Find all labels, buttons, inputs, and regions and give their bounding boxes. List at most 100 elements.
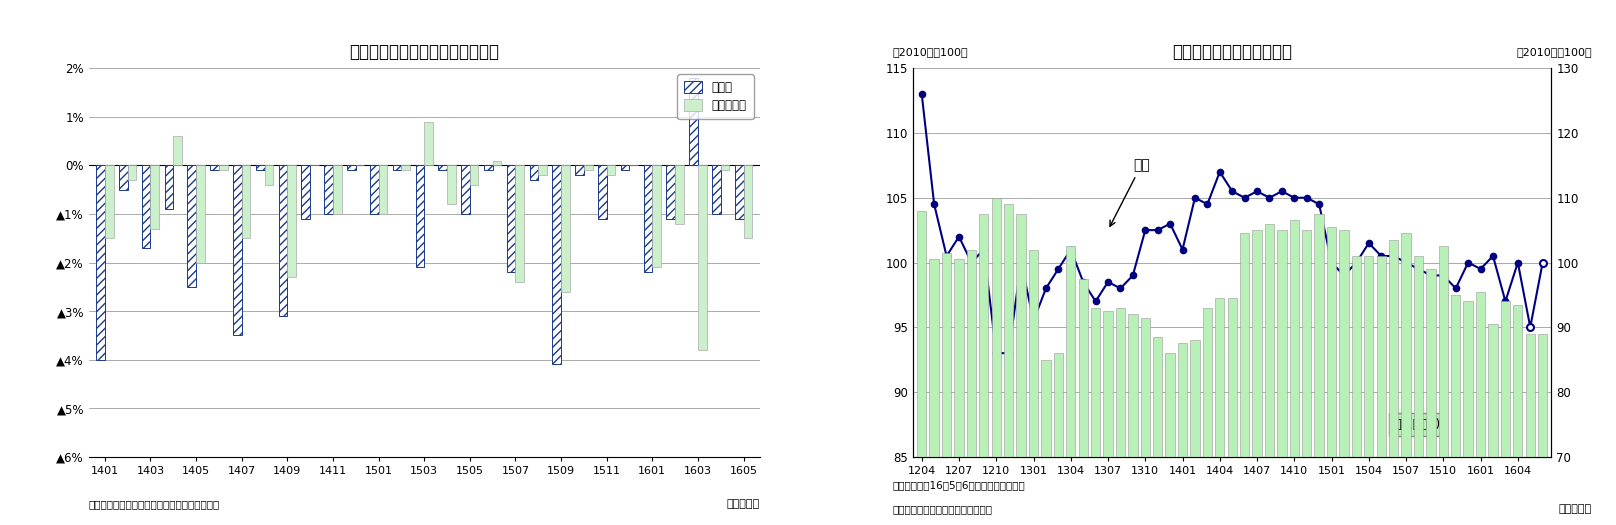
Bar	[1128, 314, 1138, 525]
Bar	[333, 165, 341, 214]
Bar	[1029, 249, 1037, 525]
Bar	[1115, 308, 1125, 525]
Bar	[1078, 279, 1088, 525]
Bar	[370, 165, 378, 214]
Bar	[583, 165, 593, 170]
Bar	[165, 165, 173, 209]
Bar	[1252, 230, 1262, 525]
Bar	[210, 165, 218, 170]
Bar	[1277, 230, 1286, 525]
Bar	[1228, 298, 1236, 525]
Bar	[278, 165, 288, 316]
Bar	[265, 165, 273, 185]
Bar	[1004, 204, 1013, 525]
Bar	[1215, 298, 1225, 525]
Text: （年・月）: （年・月）	[1559, 504, 1592, 514]
Bar	[1414, 256, 1424, 525]
Bar	[553, 165, 561, 364]
Bar	[1154, 337, 1162, 525]
Bar	[438, 165, 448, 170]
Bar	[483, 165, 493, 170]
Bar	[575, 165, 583, 175]
Bar	[187, 165, 196, 287]
Bar	[493, 161, 501, 165]
Bar	[1104, 311, 1113, 525]
Bar	[401, 165, 410, 170]
Bar	[1141, 318, 1151, 525]
Bar	[516, 165, 524, 282]
Bar	[128, 165, 136, 180]
Bar	[97, 165, 105, 360]
Text: （2010年＝100）: （2010年＝100）	[1516, 47, 1592, 57]
Bar	[378, 165, 388, 214]
Bar	[507, 165, 516, 272]
Bar	[1290, 220, 1299, 525]
Bar	[347, 165, 356, 170]
Bar	[1451, 295, 1461, 525]
Bar	[606, 165, 616, 175]
Bar	[713, 165, 721, 214]
Bar	[1427, 269, 1435, 525]
Bar	[325, 165, 333, 214]
Bar	[288, 165, 296, 277]
Bar	[1067, 246, 1075, 525]
Bar	[1191, 340, 1199, 525]
Text: （資料）経済産業省「製造工業生産予測指数」: （資料）経済産業省「製造工業生産予測指数」	[89, 499, 220, 509]
Bar	[1401, 234, 1411, 525]
Bar	[721, 165, 729, 170]
Bar	[120, 165, 128, 190]
Bar	[1054, 353, 1063, 525]
Bar	[1340, 230, 1349, 525]
Text: （2010年＝100）: （2010年＝100）	[892, 47, 968, 57]
Bar	[1390, 240, 1398, 525]
Bar	[1464, 301, 1472, 525]
Bar	[966, 249, 976, 525]
Bar	[929, 259, 939, 525]
Bar	[1302, 230, 1311, 525]
Bar	[621, 165, 630, 170]
Bar	[242, 165, 250, 238]
Bar	[690, 78, 698, 165]
Bar	[666, 165, 675, 219]
Bar	[255, 165, 265, 170]
Bar	[598, 165, 606, 219]
Bar	[979, 214, 989, 525]
Bar	[150, 165, 158, 228]
Bar	[1091, 308, 1100, 525]
Bar	[675, 165, 684, 224]
Bar	[1239, 234, 1249, 525]
Bar	[461, 165, 470, 214]
Bar	[942, 253, 952, 525]
Bar	[1513, 304, 1522, 525]
Bar	[1438, 246, 1448, 525]
Bar	[1351, 256, 1361, 525]
Bar	[643, 165, 653, 272]
Bar	[735, 165, 743, 219]
Bar	[992, 198, 1000, 525]
Bar	[105, 165, 113, 238]
Bar	[173, 136, 183, 165]
Text: 在庫(右目盛): 在庫(右目盛)	[1393, 418, 1441, 431]
Bar	[538, 165, 546, 175]
Bar	[530, 165, 538, 180]
Bar	[561, 165, 570, 292]
Bar	[1377, 256, 1387, 525]
Bar	[218, 165, 228, 170]
Legend: 実現率, 予測修正率: 実現率, 予測修正率	[677, 74, 753, 119]
Bar	[1475, 292, 1485, 525]
Bar	[415, 165, 425, 267]
Bar	[423, 122, 433, 165]
Bar	[1501, 301, 1509, 525]
Text: 生産: 生産	[1110, 159, 1149, 226]
Bar	[1265, 224, 1273, 525]
Text: （資料）経済産業省「鉱工業指数」: （資料）経済産業省「鉱工業指数」	[892, 504, 992, 514]
Bar	[653, 165, 661, 267]
Bar	[1041, 360, 1050, 525]
Bar	[1314, 214, 1324, 525]
Bar	[233, 165, 242, 335]
Bar	[142, 165, 150, 248]
Bar	[1538, 334, 1548, 525]
Bar	[1488, 324, 1498, 525]
Text: （注）生産の16年5、6月は予測指数で延長: （注）生産の16年5、6月は予測指数で延長	[892, 480, 1025, 490]
Bar	[1526, 334, 1535, 525]
